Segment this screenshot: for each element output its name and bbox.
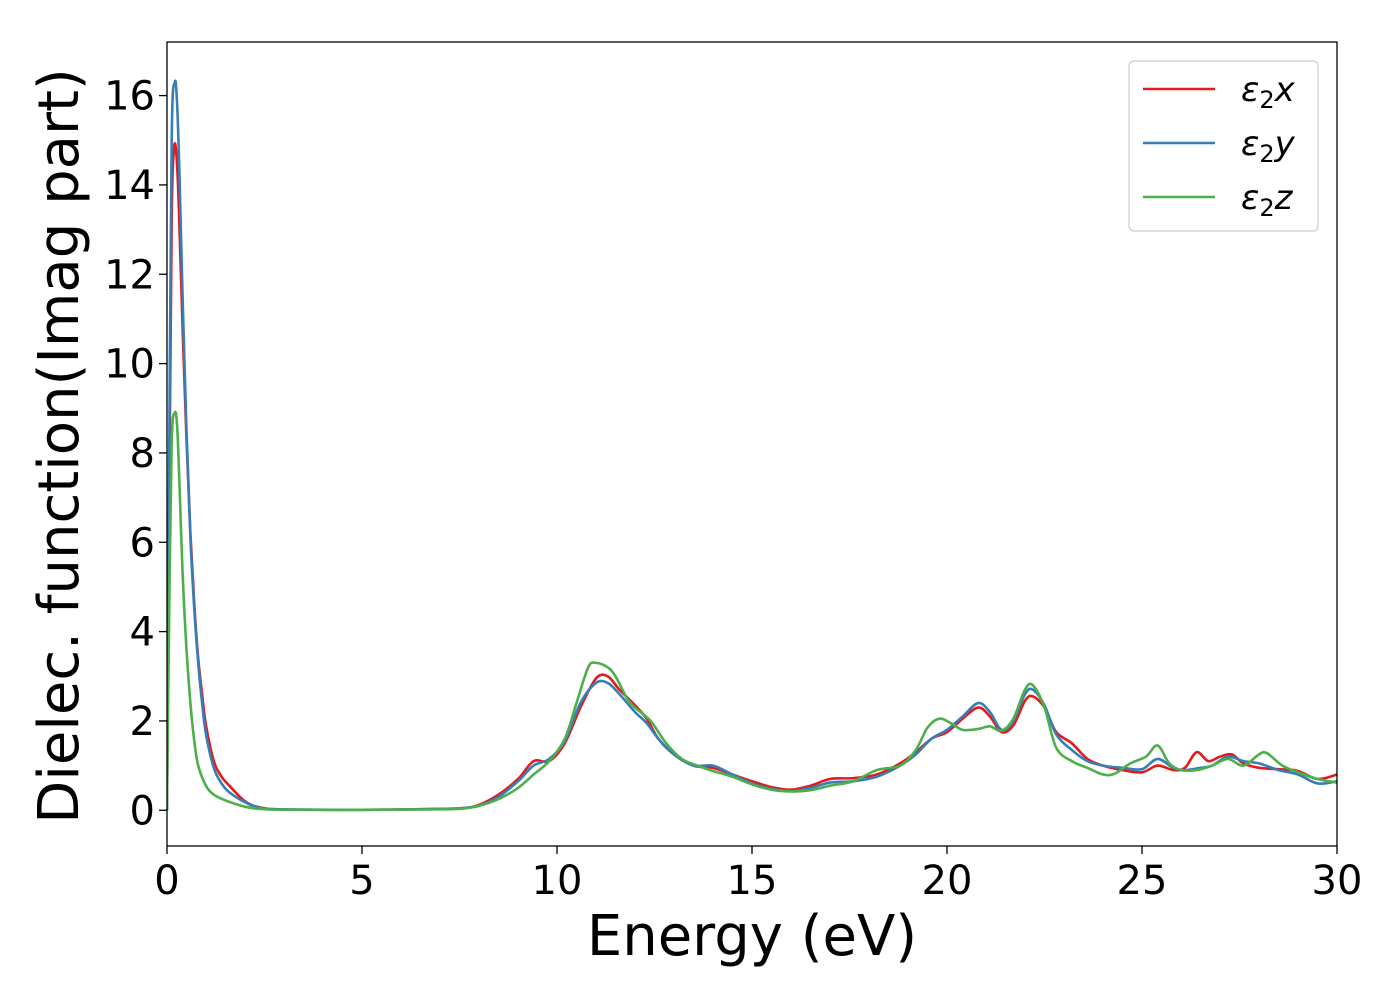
- y-tick-label: 2: [130, 699, 155, 745]
- x-tick-label: 20: [922, 858, 973, 904]
- x-tick-label: 10: [532, 858, 583, 904]
- y-tick-label: 10: [104, 342, 155, 388]
- y-axis: 0 2 4 6 8 10 12 14 16: [104, 74, 167, 834]
- x-tick-label: 30: [1312, 858, 1363, 904]
- y-tick-label: 6: [130, 520, 155, 566]
- x-axis: 0 5 10 15 20 25 30: [154, 846, 1362, 904]
- y-axis-title: Dielec. function(Imag part): [27, 68, 92, 824]
- legend-box: [1128, 60, 1319, 232]
- y-tick-label: 4: [130, 610, 155, 656]
- x-tick-label: 0: [154, 858, 179, 904]
- x-tick-label: 15: [727, 858, 778, 904]
- legend: ε2x ε2y ε2z: [1128, 60, 1319, 232]
- series-line-3: [167, 410, 1337, 812]
- y-tick-label: 16: [104, 74, 155, 120]
- y-tick-label: 8: [130, 431, 155, 477]
- y-tick-label: 14: [104, 163, 155, 209]
- x-axis-title: Energy (eV): [587, 904, 917, 969]
- y-tick-label: 0: [130, 788, 155, 834]
- legend-label: ε2z: [1241, 178, 1294, 222]
- x-tick-label: 5: [349, 858, 374, 904]
- y-tick-label: 12: [104, 252, 155, 298]
- x-tick-label: 25: [1117, 858, 1168, 904]
- series-layer: [167, 79, 1337, 812]
- legend-label: ε2y: [1241, 124, 1296, 168]
- legend-label: ε2x: [1241, 70, 1296, 114]
